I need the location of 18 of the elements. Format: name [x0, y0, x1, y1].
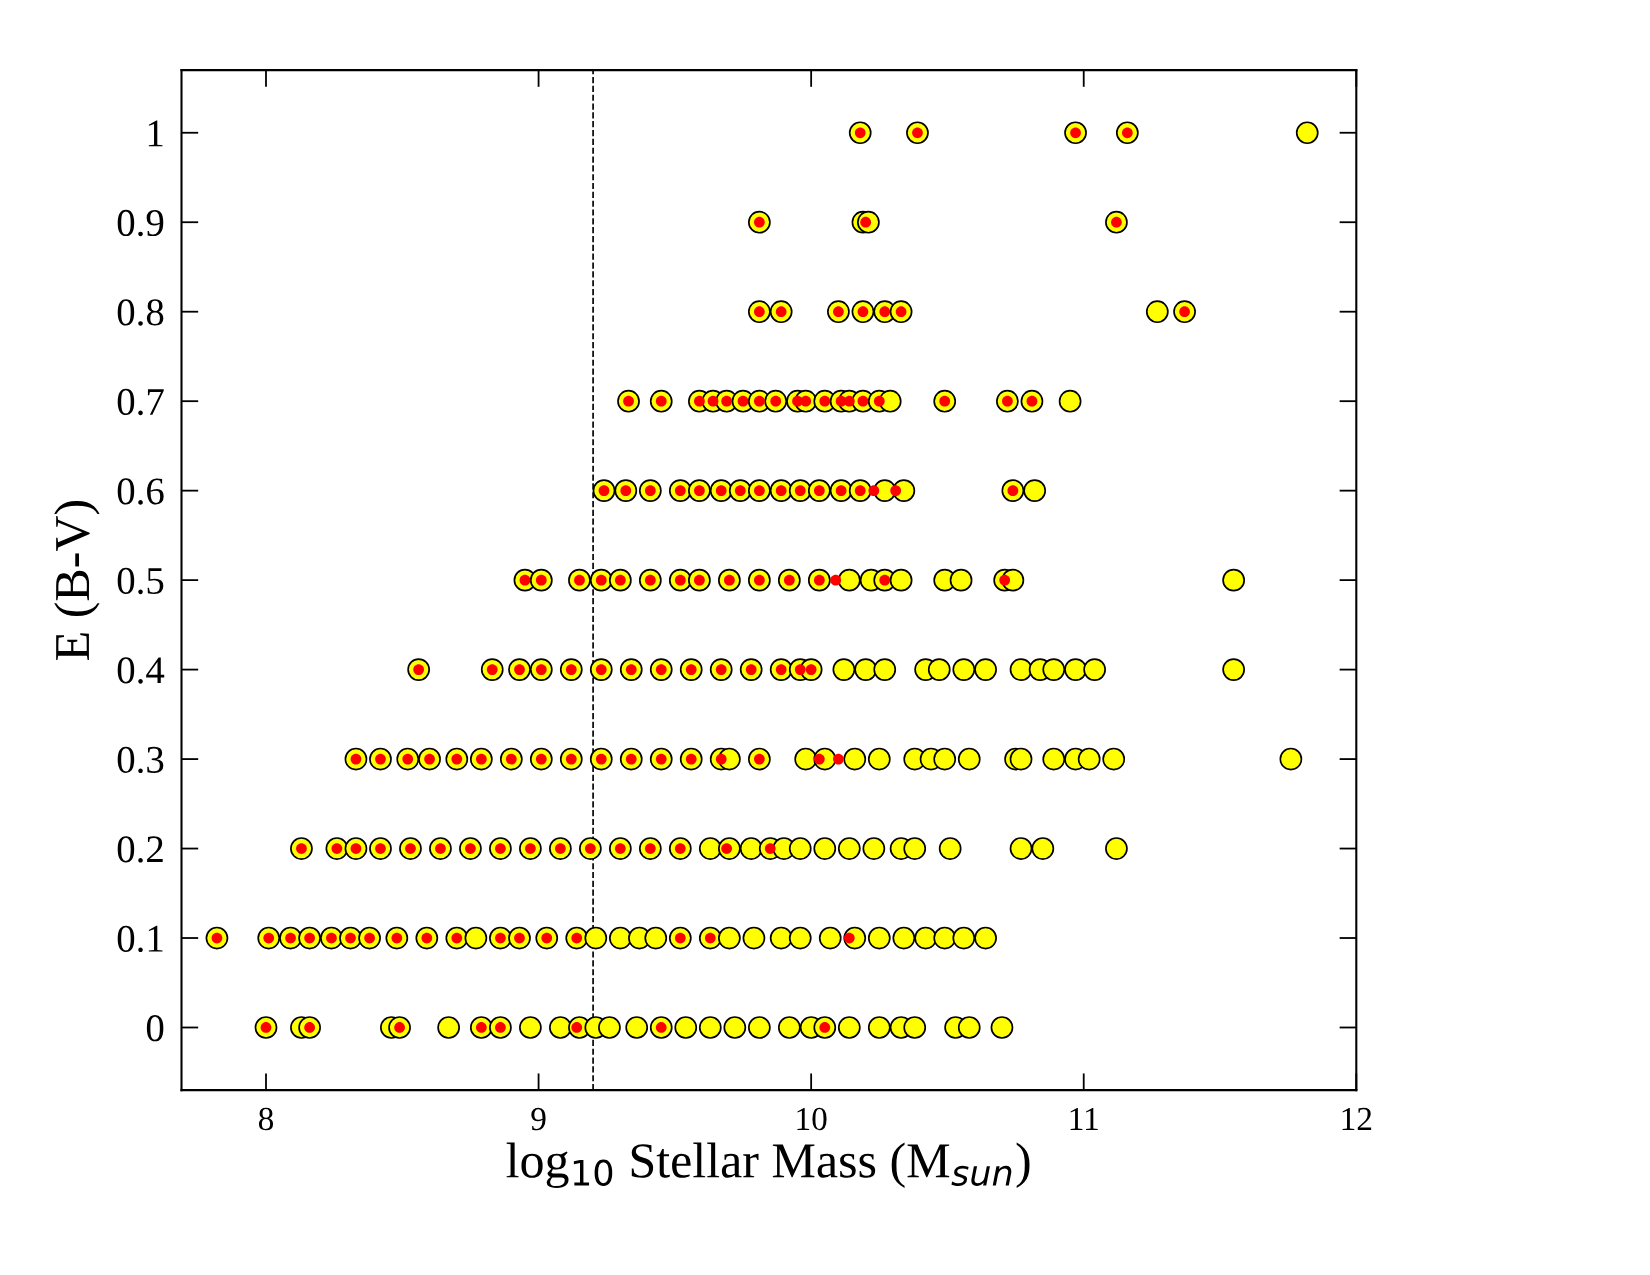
- x-tick-label: 8: [258, 1107, 274, 1131]
- y-tick-label: 0.4: [117, 657, 165, 684]
- y-tick-label: 0.3: [117, 746, 164, 774]
- y-tick-label: 0.5: [117, 567, 164, 595]
- y-tick-label: 0.1: [117, 925, 163, 953]
- y-tick-label: 0.7: [117, 388, 164, 416]
- y-tick-label: 0.8: [117, 299, 164, 326]
- y-axis-title: E (B-V): [54, 501, 100, 660]
- x-tick-label: 12: [1342, 1107, 1372, 1130]
- x-tick-label: 11: [1070, 1107, 1098, 1130]
- y-tick-label: 0.2: [117, 836, 163, 863]
- y-tick-label: 0.9: [117, 209, 164, 237]
- y-tick-label: 0.6: [117, 478, 164, 505]
- y-tick-label: 0: [146, 1015, 164, 1042]
- x-axis-title: log$_{10}$ Stellar Mass (M$_{sun}$): [506, 1142, 1030, 1189]
- x-tick-label: 10: [797, 1107, 827, 1131]
- x-tick-label: 9: [531, 1107, 546, 1131]
- y-tick-label: 1: [148, 120, 163, 147]
